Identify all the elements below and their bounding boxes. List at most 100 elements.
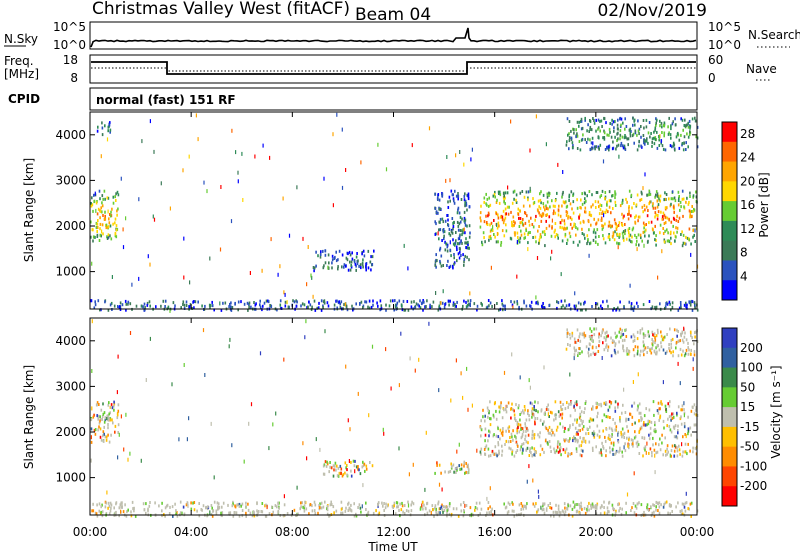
velocity-echo-cell (487, 439, 489, 443)
power-echo-cell (492, 225, 494, 230)
velocity-echo-cell (325, 464, 328, 468)
power-echo-cell (562, 190, 564, 194)
velocity-echo-cell (565, 447, 568, 451)
velocity-echo-cell (96, 403, 98, 407)
power-echo-cell (627, 137, 630, 141)
power-echo-cell (307, 245, 309, 249)
power-echo-cell (502, 304, 504, 308)
velocity-echo-cell (513, 454, 516, 458)
velocity-echo-cell (642, 344, 645, 348)
velocity-echo-cell (573, 353, 576, 357)
nave-tick-top: 60 (708, 53, 723, 67)
velocity-echo-cell (489, 505, 491, 509)
power-echo-cell (671, 122, 674, 126)
power-echo-cell (655, 123, 657, 127)
velocity-echo-cell (598, 429, 601, 433)
velocity-echo-cell (653, 448, 656, 452)
velocity-echo-cell (684, 509, 687, 513)
velocity-echo-cell (647, 422, 650, 426)
velocity-echo-cell (623, 338, 626, 342)
velocity-echo-cell (564, 407, 567, 411)
velocity-echo-cell (305, 319, 307, 324)
power-echo-cell (461, 241, 463, 245)
power-echo-cell (623, 136, 626, 140)
velocity-echo-cell (216, 501, 219, 505)
power-echo-cell (506, 205, 509, 209)
power-echo-cell (327, 266, 330, 270)
velocity-echo-cell (610, 427, 613, 431)
velocity-echo-cell (558, 414, 561, 418)
power-echo-cell (654, 138, 657, 142)
power-echo-cell (109, 224, 112, 228)
power-echo-cell (107, 209, 109, 214)
power-echo-cell (680, 133, 682, 137)
velocity-echo-cell (646, 503, 649, 507)
velocity-echo-cell (655, 442, 657, 446)
velocity-echo-cell (400, 331, 402, 336)
power-echo-cell (341, 265, 343, 269)
velocity-echo-cell (675, 340, 678, 344)
velocity-echo-cell (549, 410, 552, 414)
power-echo-cell (534, 235, 537, 239)
power-echo-cell (510, 237, 513, 241)
velocity-echo-cell (552, 510, 555, 514)
power-echo-cell (370, 305, 373, 309)
power-echo-cell (456, 211, 459, 215)
power-echo-cell (511, 220, 513, 224)
velocity-echo-cell (650, 351, 653, 355)
power-echo-cell (671, 190, 674, 194)
velocity-echo-cell (648, 420, 651, 424)
velocity-echo-cell (106, 414, 108, 418)
power-colorbar-tick-label: 28 (740, 127, 755, 141)
power-echo-cell (558, 204, 560, 208)
velocity-echo-cell (302, 441, 304, 446)
power-echo-cell (568, 136, 571, 140)
power-echo-cell (96, 222, 99, 226)
velocity-echo-cell (217, 505, 219, 509)
velocity-echo-cell (634, 504, 637, 508)
velocity-echo-cell (572, 423, 574, 427)
power-echo-cell (452, 242, 455, 246)
velocity-echo-cell (332, 464, 335, 468)
velocity-echo-cell (668, 424, 671, 428)
velocity-echo-cell (549, 445, 552, 449)
power-echo-cell (512, 215, 515, 219)
velocity-echo-cell (314, 512, 317, 515)
power-echo-cell (107, 225, 110, 229)
power-echo-cell (575, 226, 577, 229)
velocity-echo-cell (111, 418, 113, 422)
velocity-echo-cell (622, 349, 625, 353)
power-echo-cell (308, 300, 310, 304)
velocity-echo-cell (354, 459, 356, 463)
power-echo-cell (437, 193, 440, 196)
power-echo-cell (464, 223, 467, 227)
velocity-echo-cell (428, 509, 431, 513)
power-echo-cell (466, 193, 468, 197)
velocity-echo-cell (109, 405, 112, 409)
velocity-echo-cell (345, 364, 347, 369)
velocity-colorbar-segment (722, 328, 737, 349)
velocity-echo-cell (667, 511, 669, 515)
velocity-echo-cell (533, 413, 535, 418)
velocity-echo-cell (109, 501, 112, 505)
velocity-echo-cell (598, 435, 601, 439)
velocity-echo-cell (564, 450, 567, 454)
power-echo-cell (454, 303, 456, 306)
velocity-echo-cell (607, 436, 610, 440)
power-echo-cell (413, 300, 415, 304)
power-echo-cell (487, 204, 490, 208)
velocity-echo-cell (99, 419, 101, 423)
power-echo-cell (568, 120, 571, 123)
velocity-echo-cell (497, 435, 500, 439)
velocity-echo-cell (570, 402, 572, 406)
power-echo-cell (619, 300, 621, 304)
velocity-echo-cell (398, 383, 400, 388)
velocity-echo-cell (632, 439, 634, 442)
power-echo-cell (561, 204, 563, 208)
power-echo-cell (617, 245, 619, 250)
velocity-echo-cell (117, 455, 119, 460)
velocity-echo-cell (632, 339, 635, 343)
velocity-echo-cell (658, 511, 661, 515)
velocity-echo-cell (539, 444, 542, 448)
power-echo-cell (546, 213, 548, 217)
